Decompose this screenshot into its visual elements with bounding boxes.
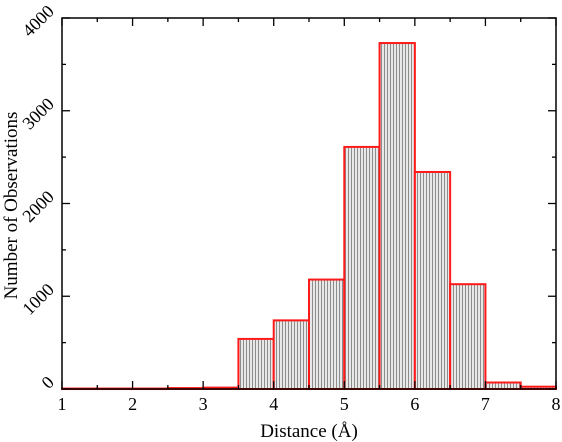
y-tick-label: 4000	[18, 1, 58, 41]
x-tick-label: 3	[199, 394, 208, 414]
y-axis-title: Number of Observations	[1, 112, 22, 300]
x-tick-label: 6	[410, 394, 419, 414]
bars-layer	[61, 42, 558, 391]
histogram-bar	[449, 283, 487, 391]
y-tick-label: 0	[37, 372, 58, 393]
histogram-bar	[237, 337, 275, 391]
histogram-bar	[343, 145, 381, 390]
x-tick-label: 4	[269, 394, 278, 414]
x-tick-label: 5	[340, 394, 349, 414]
x-tick-label: 1	[58, 394, 67, 414]
x-tick-label: 7	[481, 394, 490, 414]
x-axis-title: Distance (Å)	[260, 421, 358, 442]
histogram-bar	[413, 170, 452, 390]
histogram-bar	[378, 42, 416, 390]
x-tick-label: 2	[128, 394, 137, 414]
histogram-bar	[484, 381, 522, 391]
x-tick-label: 8	[552, 394, 561, 414]
y-tick-label: 1000	[18, 279, 58, 319]
histogram-bar	[272, 319, 311, 390]
y-tick-label: 2000	[18, 187, 58, 227]
histogram-bar	[308, 278, 346, 390]
y-tick-label: 3000	[18, 94, 58, 134]
